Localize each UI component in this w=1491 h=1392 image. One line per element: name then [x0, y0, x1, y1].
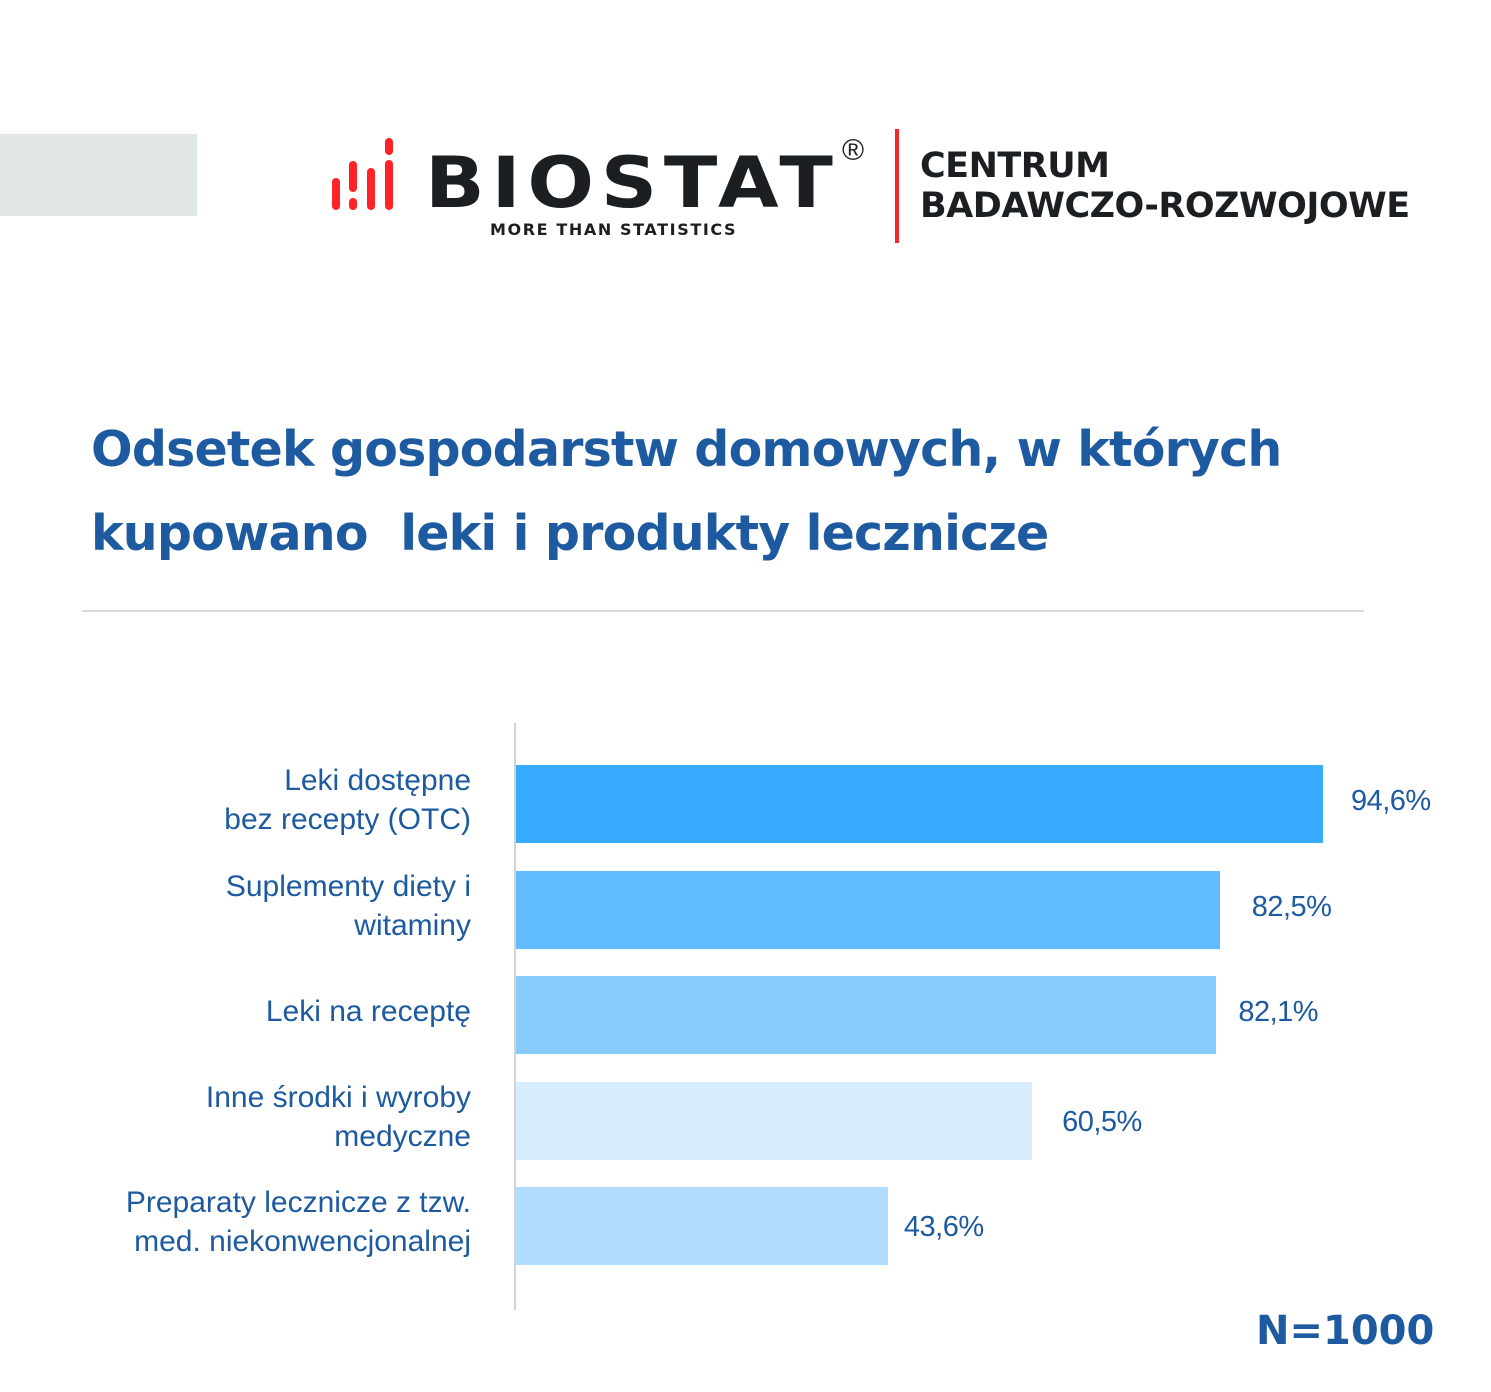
- data-label: 43,6%: [903, 1211, 984, 1243]
- org-name: CENTRUM BADAWCZO-ROZWOJOWE: [920, 146, 1410, 226]
- title-divider: [82, 610, 1364, 612]
- category-label: Preparaty lecznicze z tzw. med. niekonwe…: [125, 1186, 471, 1258]
- sample-size-annotation: N=1000: [1256, 1308, 1435, 1354]
- decorative-grey-block: [0, 134, 197, 216]
- biostat-logo-text: BIOSTAT: [425, 142, 840, 224]
- header-divider: [895, 129, 899, 243]
- data-label: 82,1%: [1238, 996, 1319, 1028]
- biostat-logo-bars-icon: [332, 138, 393, 210]
- category-label: Leki dostępne bez recepty (OTC): [224, 764, 471, 836]
- category-label: Inne środki i wyroby medyczne: [205, 1080, 471, 1153]
- data-label: 60,5%: [1062, 1105, 1142, 1138]
- org-name-line2: BADAWCZO-ROZWOJOWE: [920, 186, 1410, 226]
- bar: [516, 1187, 888, 1265]
- org-name-line1: CENTRUM: [920, 146, 1110, 186]
- chart-title: Odsetek gospodarstw domowych, w których …: [91, 421, 1282, 562]
- bar: [516, 870, 1220, 949]
- category-label: Suplementy diety i witaminy: [225, 869, 471, 942]
- bar: [516, 976, 1217, 1054]
- bar: [516, 765, 1323, 843]
- category-label: Leki na receptę: [265, 994, 471, 1028]
- registered-mark: ®: [842, 134, 865, 167]
- bar: [516, 1081, 1033, 1160]
- data-label: 82,5%: [1251, 890, 1332, 923]
- logo-tagline: MORE THAN STATISTICS: [490, 220, 738, 239]
- data-label: 94,6%: [1350, 785, 1431, 817]
- y-axis-line: [514, 723, 516, 1310]
